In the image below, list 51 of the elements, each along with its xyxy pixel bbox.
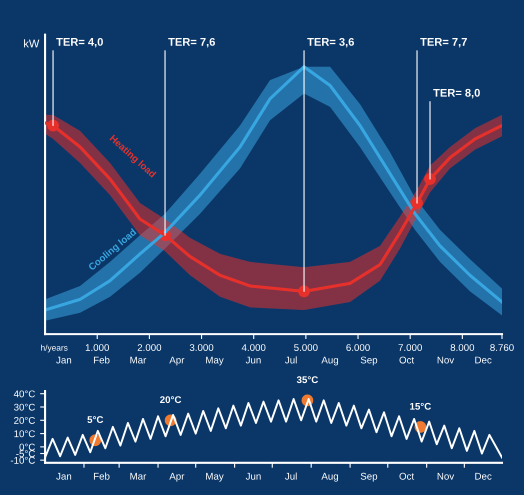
- data-label: 5°C: [87, 416, 104, 424]
- data-label: 20°C: [160, 396, 182, 404]
- x2-tick-label: Oct: [399, 356, 414, 364]
- x-tick-label: 4.000: [242, 344, 266, 351]
- y-tick-label: -5°C: [16, 450, 35, 458]
- x2-tick-label: Mar: [130, 356, 146, 364]
- annotation: TER= 4,0: [56, 38, 103, 48]
- annotation: TER= 7,7: [420, 38, 467, 48]
- annotation: TER= 8,0: [433, 88, 480, 98]
- x2-tick-label: Apr: [169, 356, 184, 366]
- x2-tick-label: Sep: [360, 356, 378, 366]
- x2-tick-label: Aug: [321, 356, 338, 366]
- y-tick-label: 10°C: [14, 430, 35, 438]
- y-tick-label: -10°C: [10, 456, 35, 464]
- data-label: 15°C: [410, 402, 431, 410]
- y-tick-label: 0°C: [19, 444, 35, 450]
- x-tick-label: 5.000: [294, 344, 318, 351]
- x-tick-label: Sep: [360, 472, 378, 482]
- x-tick-label: 2.000: [138, 344, 162, 351]
- x-tick-label: May: [206, 472, 224, 482]
- x-axis-title: h/years: [41, 344, 68, 352]
- x-tick-label: Mar: [130, 472, 146, 480]
- x-tick-label: 8.000: [450, 344, 474, 351]
- x-tick-label: Feb: [94, 472, 110, 480]
- x-tick-label: Nov: [438, 472, 454, 480]
- x2-tick-label: Jul: [285, 356, 297, 364]
- y-tick-label: 30°C: [14, 404, 35, 411]
- x-tick-label: Aug: [321, 472, 338, 482]
- x-tick-label: Jun: [246, 472, 261, 480]
- x-tick-label: Jul: [285, 472, 297, 480]
- data-label: 35°C: [296, 376, 318, 384]
- x2-tick-label: Jan: [56, 356, 72, 364]
- y-tick-label: 20°C: [14, 417, 35, 424]
- x2-tick-label: Feb: [94, 356, 110, 364]
- x2-tick-label: Nov: [438, 356, 454, 364]
- x-tick-label: Apr: [169, 472, 184, 482]
- x-tick-label: Dec: [475, 472, 492, 480]
- x2-tick-label: May: [206, 356, 224, 366]
- x-tick-label: 7.000: [398, 344, 422, 351]
- x-tick-label: 6.000: [346, 344, 370, 351]
- y-tick-label: 40°C: [14, 390, 35, 398]
- x-tick-label: 8.760: [490, 344, 514, 351]
- x2-tick-label: Dec: [475, 356, 492, 364]
- x-tick-label: 1.000: [86, 344, 110, 351]
- annotation: TER= 7,6: [168, 38, 215, 48]
- annotation: TER= 3,6: [307, 38, 354, 48]
- x-tick-label: Oct: [399, 472, 414, 480]
- x-tick-label: Jan: [56, 472, 72, 480]
- x2-tick-label: Jun: [246, 356, 261, 364]
- y-axis-title: kW: [24, 39, 40, 48]
- x-tick-label: 3.000: [190, 344, 214, 351]
